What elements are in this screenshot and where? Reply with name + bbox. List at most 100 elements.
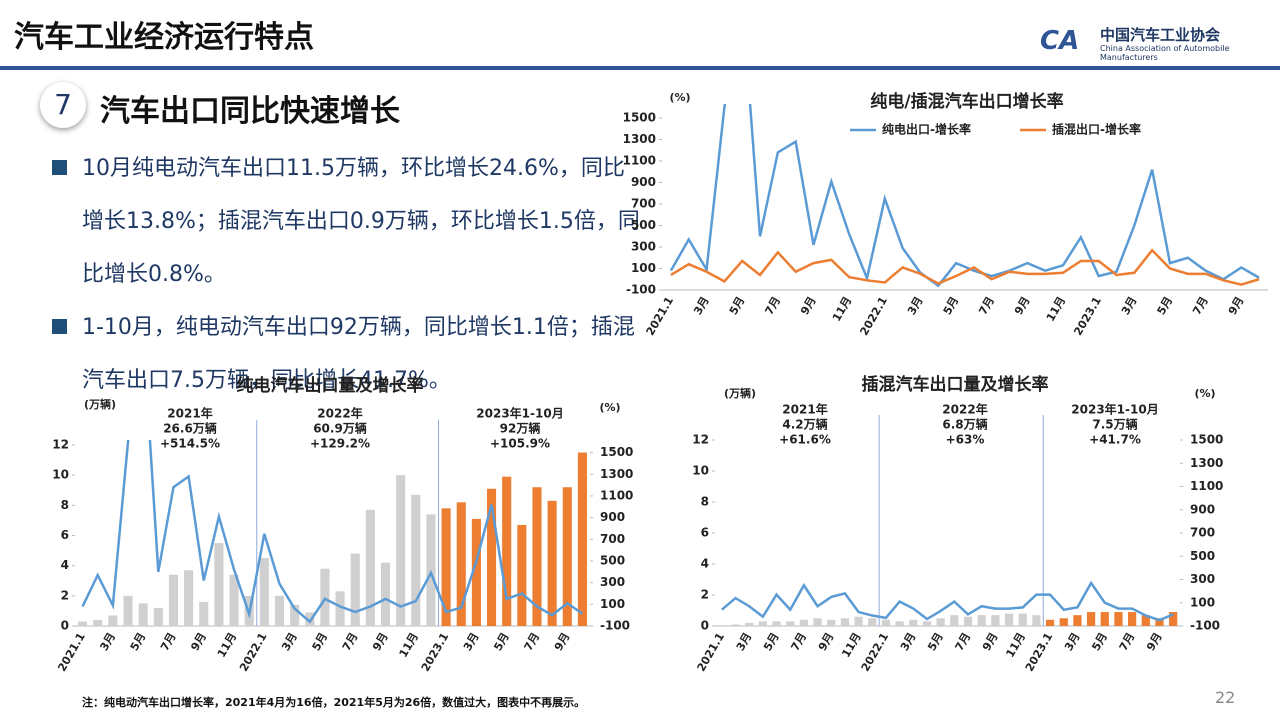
x-tick-label: 2021.1 [644, 295, 676, 338]
bar [1141, 615, 1150, 626]
y-unit: (万辆) [84, 397, 116, 411]
x-tick-label: 5月 [491, 631, 512, 654]
x-tick-label: 7月 [522, 631, 543, 654]
y2-tick-label: 100 [1190, 595, 1215, 609]
bar [93, 619, 103, 626]
bar [1018, 613, 1027, 626]
bar [963, 616, 973, 626]
bar [827, 619, 836, 626]
bar [380, 562, 391, 626]
y-tick-label: 6 [61, 528, 69, 542]
y-tick-label: 0 [701, 619, 709, 633]
y-tick-label: -100 [626, 283, 656, 297]
annotation: 60.9万辆 [313, 421, 367, 436]
bar [786, 621, 795, 626]
bar [78, 621, 88, 626]
x-tick-label: 3月 [461, 631, 482, 654]
x-tick-label: 3月 [905, 295, 926, 318]
x-tick-label: 11月 [1044, 295, 1068, 324]
bar [274, 595, 285, 626]
annotation: 26.6万辆 [163, 421, 217, 436]
x-tick-label: 9月 [188, 631, 209, 654]
bar [562, 487, 572, 626]
y-tick-label: 10 [52, 468, 69, 482]
annotation: +41.7% [1089, 433, 1141, 447]
x-tick-label: 5月 [128, 631, 149, 654]
bar [199, 601, 209, 626]
bar [991, 615, 1000, 626]
section-title: 汽车出口同比快速增长 [100, 94, 400, 129]
y2-tick-label: -100 [600, 619, 630, 633]
annotation: 7.5万辆 [1092, 417, 1137, 432]
x-tick-label: 7月 [158, 631, 179, 654]
bar [487, 488, 497, 626]
x-tick-label: 5月 [727, 295, 748, 318]
x-tick-label: 3月 [691, 295, 712, 318]
chart-title: 纯电/插混汽车出口增长率 [870, 91, 1063, 112]
bullet: 1-10月，纯电动汽车出口92万辆，同比增长1.1倍；插混汽车出口7.5万辆，同… [52, 301, 642, 407]
y2-unit: (%) [1194, 387, 1215, 400]
y2-tick-label: -100 [1190, 619, 1220, 633]
y-tick-label: 4 [701, 557, 709, 571]
x-tick-label: 9月 [1144, 631, 1165, 654]
bar [731, 624, 740, 626]
bar [799, 619, 808, 626]
x-tick-label: 3月 [97, 631, 118, 654]
y-tick-label: 2 [701, 588, 709, 602]
y2-unit: (%) [599, 401, 620, 414]
y-tick-label: 6 [701, 526, 709, 540]
bar [1155, 618, 1164, 626]
y2-tick-label: 700 [1190, 526, 1215, 540]
y2-tick-label: 900 [600, 510, 625, 524]
x-tick-label: 7月 [340, 631, 361, 654]
x-tick-label: 3月 [1119, 295, 1140, 318]
y2-tick-label: 1100 [1190, 479, 1223, 493]
x-tick-label: 7月 [762, 295, 783, 318]
annotation: 2021年 [167, 406, 212, 421]
annotation: 92万辆 [500, 421, 541, 436]
y2-tick-label: 500 [600, 553, 625, 567]
bar [229, 574, 239, 626]
x-tick-label: 11月 [839, 631, 863, 660]
bar [532, 487, 542, 626]
bar [214, 543, 224, 626]
bar [950, 615, 959, 626]
logo-mark: CA [1040, 26, 1080, 56]
bullet: 10月纯电动汽车出口11.5万辆，环比增长24.6%，同比增长13.8%；插混汽… [52, 142, 642, 301]
bar [1032, 615, 1041, 626]
header-rule [0, 66, 1280, 70]
x-tick-label: 3月 [1062, 631, 1083, 654]
x-tick-label: 11月 [215, 631, 239, 660]
bar [350, 553, 360, 626]
y-tick-label: 300 [631, 240, 656, 254]
bar [1045, 619, 1055, 626]
bar [108, 615, 118, 626]
x-tick-label: 11月 [397, 631, 421, 660]
y2-tick-label: 1100 [600, 488, 633, 502]
bar [1087, 612, 1096, 626]
x-tick-label: 3月 [279, 631, 300, 654]
annotation: +63% [946, 433, 985, 447]
y2-tick-label: 1300 [600, 467, 633, 481]
bar [977, 615, 986, 626]
bar [813, 618, 822, 626]
y-tick-label: 8 [61, 498, 69, 512]
logo-cn: 中国汽车工业协会 [1100, 26, 1221, 44]
annotation: +105.9% [490, 437, 550, 451]
x-tick-label: 9月 [552, 631, 573, 654]
y2-tick-label: 700 [600, 532, 625, 546]
y-tick-label: 1300 [623, 132, 656, 146]
x-tick-label: 5月 [310, 631, 331, 654]
y-tick-label: 10 [692, 464, 709, 478]
bullets: 10月纯电动汽车出口11.5万辆，环比增长24.6%，同比增长13.8%；插混汽… [52, 142, 642, 407]
x-tick-label: 9月 [816, 631, 837, 654]
bar [1128, 612, 1137, 626]
bar [547, 500, 557, 626]
bar [840, 618, 850, 626]
bar [1169, 612, 1178, 626]
series-line [670, 248, 1260, 286]
bar [259, 558, 269, 626]
x-tick-label: 2022.1 [237, 631, 269, 674]
